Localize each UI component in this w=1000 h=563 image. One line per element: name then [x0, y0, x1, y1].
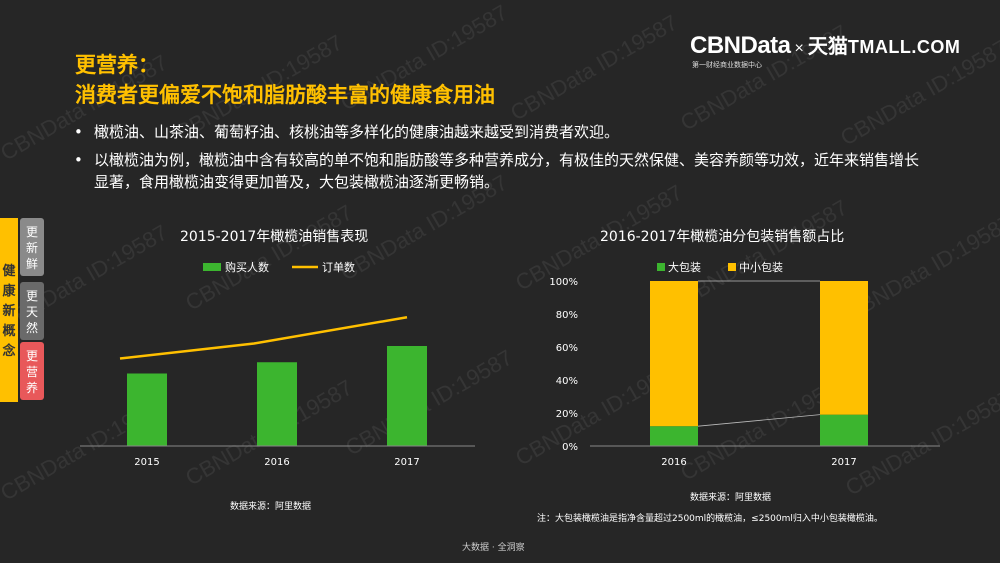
bullet-item: • 橄榄油、山茶油、葡萄籽油、核桃油等多样化的健康油越来越受到消费者欢迎。 [72, 121, 932, 143]
chart2-title: 2016-2017年橄榄油分包装销售额占比 [600, 229, 845, 245]
partner-logo-cn: 天猫 [807, 36, 848, 58]
chart1-bars [127, 346, 427, 446]
chart2-bars [650, 281, 868, 446]
chart1: 购买人数 订单数 2015 2016 2017 [80, 260, 475, 468]
bullet-mark: • [74, 123, 83, 141]
side-main-text: 健康新概念 [2, 264, 16, 359]
chart2-legend-label-large: 大包装 [668, 260, 701, 274]
chart2-y-tick-label: 40% [556, 376, 578, 387]
brand-logo: CBNData [690, 32, 791, 59]
side-tab-label: 更新鲜 [25, 225, 38, 271]
logo-times: × [794, 40, 804, 57]
chart2-legend: 大包装 中小包装 [657, 260, 783, 274]
brand-tagline: 第一财经商业数据中心 [692, 62, 762, 69]
chart1-bar-2017 [387, 346, 427, 446]
chart1-legend-label-bar: 购买人数 [225, 260, 269, 274]
chart2-legend-swatch-small [728, 263, 736, 271]
chart1-x-ticks: 2015 2016 2017 [134, 457, 419, 468]
chart2-connector-large [697, 414, 821, 427]
page-heading: 更营养： 消费者更偏爱不饱和脂肪酸丰富的健康食用油 [75, 50, 495, 110]
watermark: CBNData ID:19587 [506, 9, 682, 126]
heading-line-2: 消费者更偏爱不饱和脂肪酸丰富的健康食用油 [75, 83, 495, 107]
side-label-main: 健康新概念 [0, 218, 18, 402]
chart2-bar-large-2017 [820, 414, 868, 446]
chart1-line [119, 316, 408, 360]
chart1-source: 数据来源：阿里数据 [230, 502, 312, 512]
chart1-legend-label-line: 订单数 [322, 261, 355, 274]
side-tab-label: 更营养 [25, 349, 38, 395]
chart1-legend-swatch-bar [203, 263, 221, 271]
chart2-connectors [697, 280, 821, 427]
logo: CBNData × 天猫TMALL.COM 第一财经商业数据中心 [690, 30, 961, 69]
chart2-y-tick-label: 0% [562, 442, 578, 453]
heading-line-1: 更营养： [75, 53, 159, 77]
chart2-legend-swatch-large [657, 263, 665, 271]
side-tab-natural[interactable]: 更天然 [20, 282, 44, 340]
chart2-y-tick-label: 20% [556, 409, 578, 420]
side-tab-fresh[interactable]: 更新鲜 [20, 218, 44, 276]
chart1-x-tick-label: 2017 [394, 457, 419, 468]
chart2: 大包装 中小包装 0% 20% 40% 60% 80% 100% 2016 2017 [549, 260, 940, 468]
chart1-legend: 购买人数 订单数 [203, 260, 355, 274]
chart2-y-tick-label: 80% [556, 310, 578, 321]
chart1-x-tick-label: 2015 [134, 457, 159, 468]
chart2-y-tick-label: 100% [549, 277, 578, 288]
partner-logo-en: TMALL.COM [847, 37, 961, 57]
chart1-bar-2015 [127, 373, 167, 446]
chart1-x-tick-label: 2016 [264, 457, 289, 468]
chart2-legend-label-small: 中小包装 [739, 261, 783, 274]
footnote: 注：大包装橄榄油是指净含量超过2500ml的橄榄油，≤2500ml归入中小包装橄… [537, 514, 883, 524]
bullet-text: 橄榄油、山茶油、葡萄籽油、核桃油等多样化的健康油越来越受到消费者欢迎。 [94, 123, 620, 141]
chart2-y-tick-label: 60% [556, 343, 578, 354]
chart2-bar-small-2016 [650, 281, 698, 427]
chart2-bar-small-2017 [820, 281, 868, 415]
bullet-mark: • [74, 151, 83, 169]
bullet-item: • 以橄榄油为例，橄榄油中含有较高的单不饱和脂肪酸等多种营养成分，有极佳的天然保… [72, 149, 932, 193]
chart2-x-ticks: 2016 2017 [661, 457, 856, 468]
footer-slogan: 大数据 · 全洞察 [462, 543, 525, 553]
chart2-source: 数据来源：阿里数据 [690, 493, 772, 503]
chart2-x-tick-label: 2016 [661, 457, 686, 468]
chart2-y-ticks: 0% 20% 40% 60% 80% 100% [549, 277, 578, 453]
chart2-bar-large-2016 [650, 426, 698, 446]
chart1-title: 2015-2017年橄榄油销售表现 [180, 229, 369, 245]
chart2-x-tick-label: 2017 [831, 457, 856, 468]
side-tab-label: 更天然 [25, 289, 38, 335]
chart1-bar-2016 [257, 362, 297, 446]
chart1-series-line [119, 316, 408, 360]
bullet-list: • 橄榄油、山茶油、葡萄籽油、核桃油等多样化的健康油越来越受到消费者欢迎。 • … [72, 121, 932, 199]
side-tab-nutrition[interactable]: 更营养 [20, 342, 44, 400]
bullet-text: 以橄榄油为例，橄榄油中含有较高的单不饱和脂肪酸等多种营养成分，有极佳的天然保健、… [94, 151, 920, 191]
